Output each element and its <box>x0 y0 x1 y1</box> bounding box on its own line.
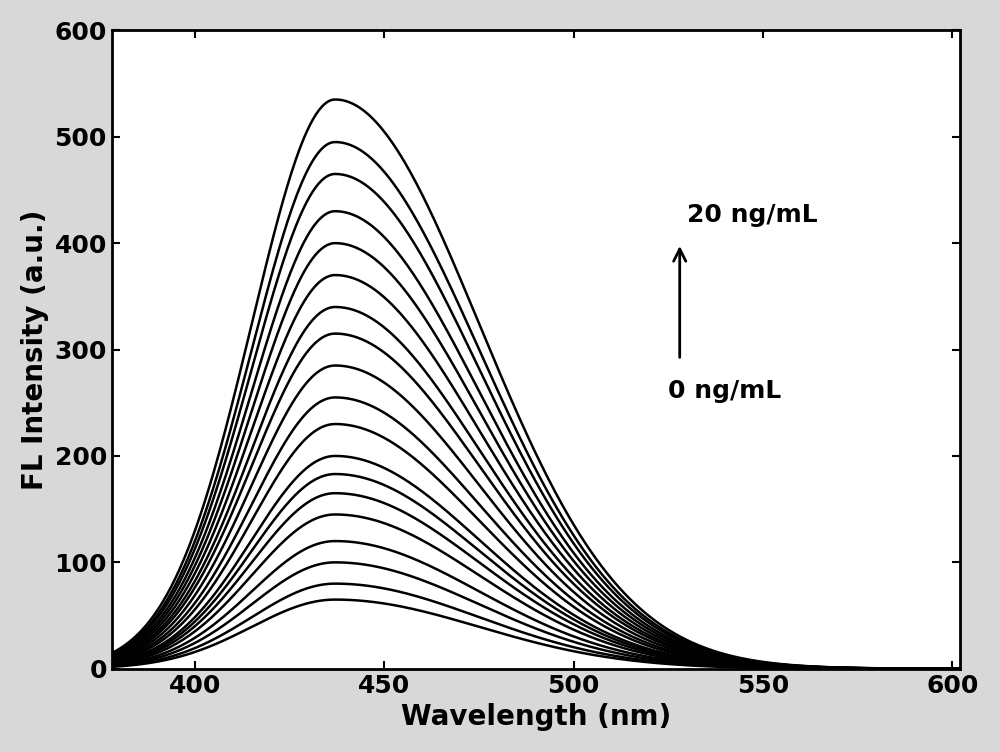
X-axis label: Wavelength (nm): Wavelength (nm) <box>401 703 671 731</box>
Text: 20 ng/mL: 20 ng/mL <box>687 203 818 227</box>
Y-axis label: FL Intensity (a.u.): FL Intensity (a.u.) <box>21 209 49 490</box>
Text: 0 ng/mL: 0 ng/mL <box>668 379 782 403</box>
